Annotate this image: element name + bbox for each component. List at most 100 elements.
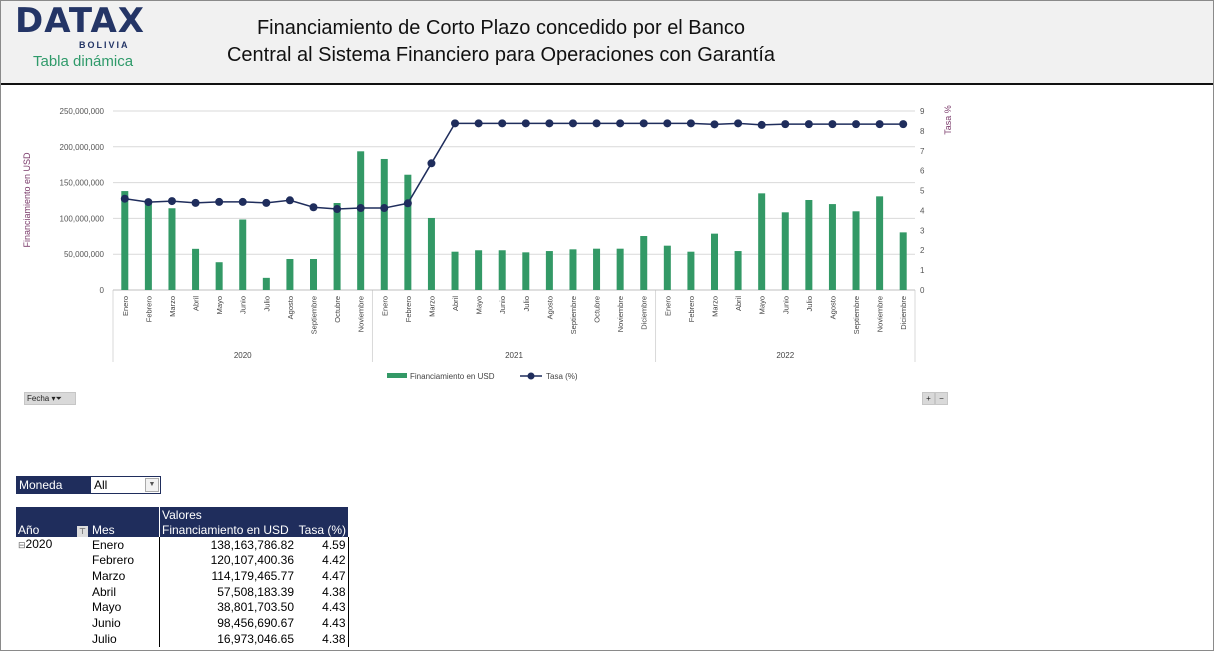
tasa-point: [451, 119, 460, 128]
bar: [357, 151, 365, 290]
tasa-point: [592, 119, 601, 128]
y2-axis-label: Tasa %: [943, 105, 953, 135]
x-tick-label: Julio: [805, 296, 814, 311]
bar: [640, 236, 648, 290]
x-tick-label: Abril: [192, 296, 201, 311]
x-tick-label: Marzo: [168, 296, 177, 317]
bar: [734, 251, 742, 290]
bar: [427, 217, 435, 290]
tasa-point: [639, 119, 648, 128]
bar: [593, 248, 601, 290]
x-tick-label: Agosto: [828, 296, 837, 319]
bar: [545, 251, 553, 290]
tasa-point: [686, 119, 695, 128]
y-tick-label: 50,000,000: [64, 250, 105, 259]
expand-button[interactable]: +: [922, 392, 935, 405]
moneda-value[interactable]: All ▼: [91, 477, 160, 493]
x-tick-label: Agosto: [286, 296, 295, 319]
dropdown-arrow-icon[interactable]: ▼: [145, 478, 159, 492]
moneda-label: Moneda: [17, 477, 91, 493]
x-tick-label: Junio: [239, 296, 248, 314]
moneda-selected: All: [94, 478, 108, 492]
x-tick-label: Marzo: [427, 296, 436, 317]
col-tasa: Tasa (%): [296, 522, 348, 537]
year-label: 2020: [234, 351, 252, 360]
y2-tick-label: 7: [920, 147, 925, 156]
x-tick-label: Octubre: [333, 296, 342, 323]
page-title: Financiamiento de Corto Plazo concedido …: [181, 15, 821, 69]
pivot-chart[interactable]: Financiamiento en USD Tasa % 0 50,000,000…: [0, 0, 1214, 390]
tasa-point: [710, 120, 719, 129]
x-tick-label: Enero: [121, 296, 130, 316]
row-year: [16, 600, 90, 616]
x-tick-label: Enero: [663, 296, 672, 316]
bar: [899, 232, 907, 290]
bar: [144, 204, 152, 290]
y2-tick-label: 8: [920, 127, 925, 136]
col-month: Mes: [90, 522, 160, 537]
y2-tick-label: 9: [920, 107, 925, 116]
y2-tick-label: 1: [920, 266, 925, 275]
bar: [215, 262, 223, 290]
row-year: [16, 631, 90, 647]
table-row: Julio 16,973,046.65 4.38: [16, 631, 349, 648]
x-tick-label: Febrero: [144, 296, 153, 322]
row-fin: 98,456,690.67: [159, 615, 296, 632]
y2-tick-label: 4: [920, 206, 925, 215]
bar: [781, 212, 789, 290]
row-month: Abril: [92, 584, 117, 599]
row-year: [16, 584, 90, 600]
row-month: Enero: [92, 537, 125, 552]
table-row: Junio 98,456,690.67 4.43: [16, 615, 349, 632]
title-line-2: Central al Sistema Financiero para Opera…: [226, 44, 776, 66]
collapse-icon[interactable]: ⊟: [18, 540, 26, 550]
y-tick-label: 150,000,000: [60, 179, 105, 188]
row-tasa: 4.43: [296, 615, 349, 632]
tasa-point: [474, 119, 483, 128]
row-tasa: 4.43: [296, 600, 349, 616]
x-tick-label: Julio: [262, 296, 271, 311]
legend-line-marker: [527, 372, 535, 380]
bar: [758, 193, 766, 290]
bar: [192, 248, 200, 290]
bar: [333, 203, 341, 290]
x-tick-label: Septiembre: [569, 296, 578, 334]
tasa-point: [380, 204, 389, 213]
bar: [663, 245, 671, 290]
fecha-filter-button[interactable]: Fecha ▾⏷: [24, 392, 76, 405]
x-tick-label: Noviembre: [876, 296, 885, 332]
tasa-point: [568, 119, 577, 128]
x-tick-label: Julio: [522, 296, 531, 311]
y2-tick-label: 2: [920, 246, 925, 255]
fecha-label: Fecha: [27, 394, 50, 403]
tasa-point: [899, 120, 908, 129]
x-tick-label: Octubre: [593, 296, 602, 323]
x-tick-label: Mayo: [215, 296, 224, 314]
row-month: Julio: [92, 631, 117, 646]
row-month: Junio: [92, 616, 121, 631]
legend-bar-label: Financiamiento en USD: [410, 372, 495, 381]
bar: [262, 277, 270, 290]
collapse-button[interactable]: −: [935, 392, 948, 405]
bar: [475, 250, 483, 290]
year-label: 2021: [505, 351, 523, 360]
year-filter-icon[interactable]: ⊤: [75, 522, 90, 537]
row-fin: 38,801,703.50: [159, 600, 296, 616]
logo-sub: BOLIVIA: [79, 40, 130, 50]
row-tasa: 4.42: [296, 553, 349, 569]
x-tick-label: Enero: [380, 296, 389, 316]
col-year: Año: [16, 522, 75, 537]
bar: [711, 233, 718, 290]
tasa-point: [356, 204, 365, 213]
legend-line-label: Tasa (%): [546, 372, 578, 381]
bar: [522, 252, 530, 290]
row-year[interactable]: ⊟2020: [16, 537, 90, 553]
tasa-point: [852, 120, 861, 129]
x-tick-label: Mayo: [475, 296, 484, 314]
moneda-filter[interactable]: Moneda All ▼: [16, 476, 161, 494]
year-value: 2020: [25, 537, 53, 551]
tasa-point: [262, 198, 271, 207]
row-fin: 138,163,786.82: [159, 537, 296, 553]
bar: [168, 208, 176, 290]
row-tasa: 4.59: [296, 537, 349, 553]
